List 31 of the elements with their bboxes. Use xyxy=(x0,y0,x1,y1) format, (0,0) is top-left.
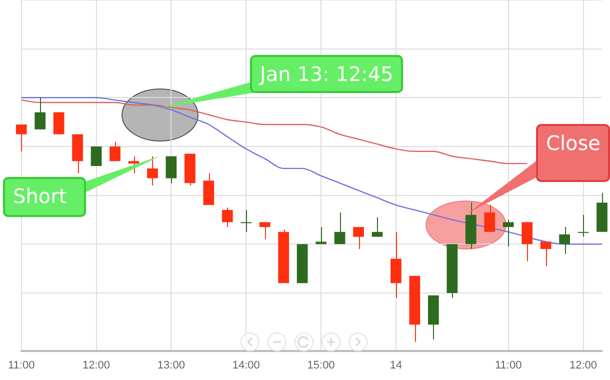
candlestick xyxy=(34,97,46,130)
candlestick xyxy=(147,156,158,186)
text: Jan 13: 12:45 xyxy=(250,55,404,93)
x-tick-label: 15:00 xyxy=(307,359,335,372)
candlestick xyxy=(53,112,64,135)
candlestick xyxy=(353,226,364,250)
candlestick xyxy=(110,141,120,162)
x-tick-label: 14 xyxy=(390,359,402,372)
candlestick xyxy=(222,207,233,228)
x-tick-label: 12:00 xyxy=(82,359,110,372)
candlestick xyxy=(166,156,177,184)
candlestick xyxy=(334,212,346,245)
candlestick xyxy=(259,222,270,240)
candlestick xyxy=(540,241,552,267)
x-tick-label: 13:00 xyxy=(157,359,185,372)
x-tick-label: 14:00 xyxy=(232,359,260,372)
candlestick xyxy=(559,226,570,254)
x-tick-label: 12:00 xyxy=(570,359,598,372)
candlestick xyxy=(16,124,27,152)
candlestick xyxy=(128,156,140,174)
candlestick xyxy=(316,226,326,245)
candlestick xyxy=(240,209,252,232)
candlestick xyxy=(502,219,514,248)
annotation: Close xyxy=(536,124,610,182)
x-tick-label: 11:00 xyxy=(494,359,522,372)
candlestick xyxy=(578,214,589,238)
x-tick-label: 11:00 xyxy=(8,359,35,372)
annotation: Short xyxy=(3,177,86,217)
candlestick xyxy=(372,216,383,238)
candlestick xyxy=(484,204,496,232)
candlestick xyxy=(522,222,533,262)
